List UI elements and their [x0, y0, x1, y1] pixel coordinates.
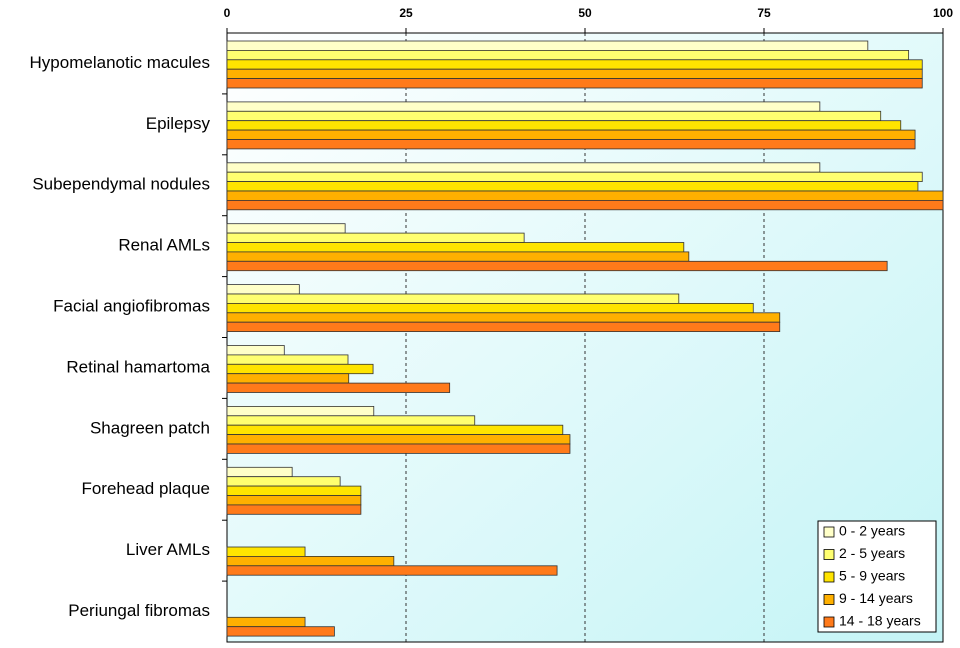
y-tick-label: Liver AMLs	[126, 540, 210, 559]
bar	[226, 476, 341, 487]
x-tick-label: 100	[933, 6, 953, 20]
bar	[226, 546, 306, 557]
bar	[226, 293, 680, 304]
y-tick-label: Hypomelanotic macules	[30, 53, 210, 72]
bar	[226, 232, 525, 243]
bar	[226, 302, 754, 314]
bar	[226, 129, 916, 140]
bar	[226, 345, 285, 356]
bar	[226, 171, 923, 182]
x-tick-label: 50	[578, 6, 592, 20]
y-tick-label: Subependymal nodules	[32, 175, 210, 194]
bar	[226, 485, 362, 496]
bar	[226, 443, 571, 454]
bar	[226, 354, 349, 365]
bar	[226, 139, 916, 150]
legend-label: 14 - 18 years	[839, 613, 921, 629]
y-tick-label: Facial angiofibromas	[53, 297, 210, 316]
bar	[226, 434, 571, 445]
bar	[226, 260, 888, 272]
x-tick-label: 0	[224, 6, 231, 20]
bar	[226, 504, 362, 515]
legend-swatch	[823, 571, 835, 583]
bar	[226, 321, 781, 333]
legend-box	[817, 520, 937, 633]
bar	[226, 78, 923, 89]
bar	[226, 251, 690, 262]
y-tick-label: Forehead plaque	[81, 479, 210, 498]
bar	[226, 50, 910, 61]
bar	[226, 120, 902, 131]
bar	[226, 466, 293, 478]
y-tick-label: Epilepsy	[146, 114, 211, 133]
bar	[226, 382, 451, 393]
bar	[226, 556, 395, 567]
bar	[226, 59, 923, 70]
bar	[226, 40, 869, 51]
legend-label: 0 - 2 years	[839, 523, 905, 539]
bar	[226, 284, 300, 295]
bar	[226, 181, 919, 192]
y-tick-label: Periungal fibromas	[68, 601, 210, 620]
bar	[226, 565, 558, 576]
bar	[226, 405, 375, 417]
y-tick-label: Renal AMLs	[118, 236, 210, 255]
legend-label: 2 - 5 years	[839, 545, 905, 561]
x-tick-label: 75	[757, 6, 771, 20]
bar	[226, 373, 350, 384]
legend-label: 9 - 14 years	[839, 590, 913, 606]
legend-swatch	[823, 616, 835, 628]
bar	[226, 363, 374, 375]
y-tick-label: Retinal hamartoma	[66, 357, 210, 376]
legend-swatch	[823, 526, 835, 538]
legend-swatch	[823, 549, 835, 560]
y-tick-label: Shagreen patch	[90, 418, 210, 437]
bar	[226, 101, 821, 112]
bar	[226, 190, 944, 201]
bar	[226, 424, 564, 436]
x-tick-label: 25	[399, 6, 413, 20]
bar	[226, 242, 685, 253]
bar	[226, 626, 335, 637]
bar	[226, 616, 306, 628]
legend-swatch	[823, 594, 835, 605]
legend-label: 5 - 9 years	[839, 568, 905, 584]
bar	[226, 223, 346, 234]
bar	[226, 415, 476, 426]
bar	[226, 68, 923, 79]
bar	[226, 495, 362, 506]
bar	[226, 312, 781, 323]
bar	[226, 199, 944, 211]
bar	[226, 110, 882, 122]
bar	[226, 162, 821, 173]
